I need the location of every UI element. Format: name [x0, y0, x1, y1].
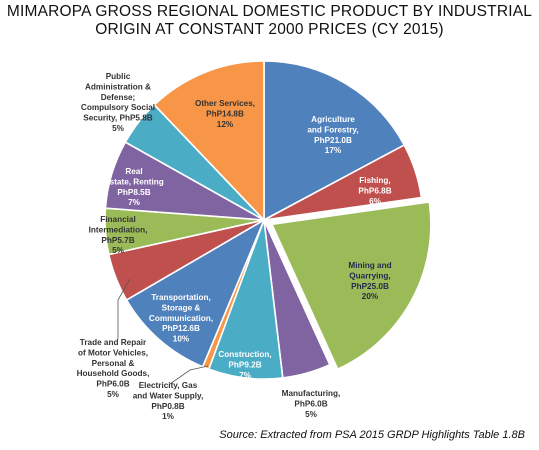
slice-label-3: Manufacturing, PhP6.0B 5%: [282, 389, 341, 419]
slice-label-6: Transportation, Storage & Communication, Ph…: [149, 293, 213, 344]
source-note: Source: Extracted from PSA 2015 GRDP Hig…: [219, 429, 525, 441]
pie-slice-agriculture-and-forestry: [263, 60, 406, 222]
leader-line-0: [117, 278, 131, 339]
slice-label-9: Real Estate, Renting PhP8.5B 7%: [104, 167, 164, 207]
slice-label-2: Mining and Quarrying, PhP25.0B 20%: [348, 261, 391, 301]
chart-title: MIMAROPA GROSS REGIONAL DOMESTIC PRODUCT…: [0, 3, 539, 39]
slice-label-5: Electricity, Gas and Water Supply, PhP0.8B…: [133, 381, 204, 421]
slice-label-4: Construction, PhP9.2B 7%: [218, 350, 271, 380]
pie-slice-mining-and-quarrying: [270, 201, 432, 371]
pie-slice-fishing: [263, 143, 423, 221]
leader-line-1: [169, 365, 209, 385]
chart-title-line-2: ORIGIN AT CONSTANT 2000 PRICES (CY 2015): [95, 21, 444, 38]
slice-label-1: Fishing, PhP6.8B 6%: [358, 176, 391, 206]
pie-slice-other-services: [153, 60, 265, 223]
slice-label-7: Trade and Repair of Motor Vehicles, Person…: [77, 338, 150, 399]
slice-label-8: Financial Intermediation, PhP5.7B 5%: [89, 215, 148, 255]
chart-title-line-1: MIMAROPA GROSS REGIONAL DOMESTIC PRODUCT…: [6, 3, 533, 20]
slice-label-11: Other Services, PhP14.8B 12%: [195, 99, 255, 129]
slice-label-10: Public Administration & Defense; Compulsory…: [81, 72, 155, 133]
pie-slice-transportation-storage-communication: [125, 218, 266, 368]
slice-label-0: Agriculture and Forestry, PhP21.0B 17%: [307, 115, 358, 155]
